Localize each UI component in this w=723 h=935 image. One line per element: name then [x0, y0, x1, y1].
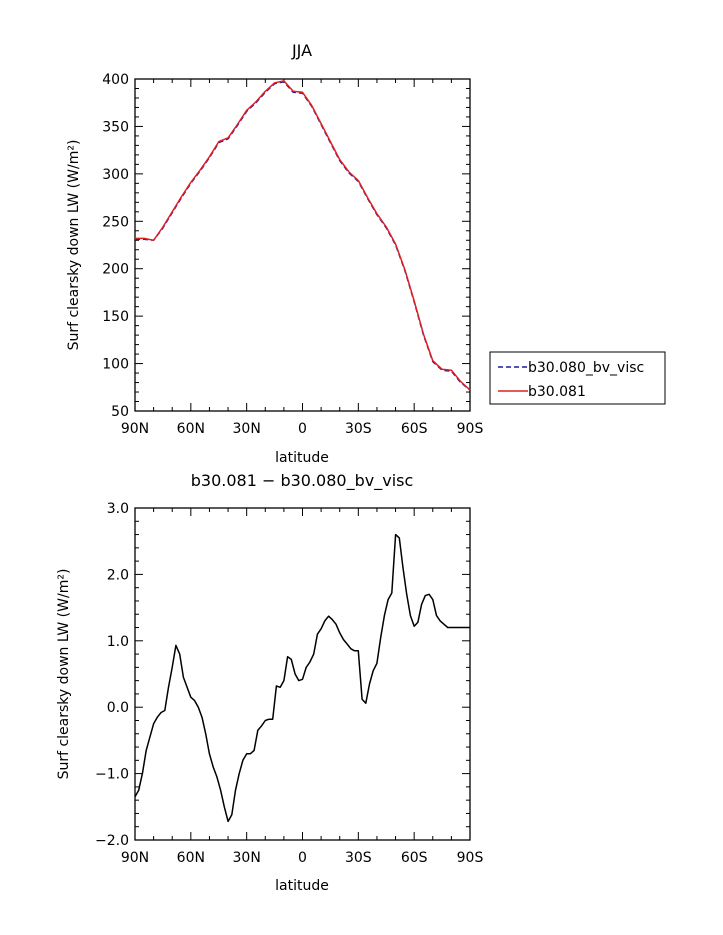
top-y-axis-label: Surf clearsky down LW (W/m²): [66, 140, 82, 351]
top-panel: JJA 90N 60N 30N 0 30S 60S 90S 50 100 150 200 250 300…: [66, 41, 666, 466]
x-tick-label: 60N: [177, 421, 205, 437]
top-series-lines: [135, 80, 471, 391]
y-tick-label: −2.0: [95, 833, 129, 849]
y-tick-label: 400: [102, 72, 129, 88]
y-tick-label: 200: [102, 262, 129, 278]
bottom-chart-title: b30.081 − b30.080_bv_visc: [191, 471, 414, 491]
x-tick-label: 90N: [121, 850, 149, 866]
x-tick-label: 90S: [457, 850, 484, 866]
y-tick-label: 50: [111, 404, 129, 420]
y-tick-label: 1.0: [107, 634, 129, 650]
legend: b30.080_bv_visc b30.081: [489, 351, 666, 405]
x-tick-label: 90N: [121, 421, 149, 437]
bottom-panel: b30.081 − b30.080_bv_visc 90N 60N 30N 0 30S 6…: [56, 471, 483, 894]
top-x-axis-label: latitude: [275, 450, 329, 466]
y-tick-label: 250: [102, 214, 129, 230]
legend-box: [489, 351, 666, 405]
x-tick-label: 30N: [233, 850, 261, 866]
x-tick-label: 30S: [345, 421, 372, 437]
x-tick-label: 0: [298, 850, 307, 866]
x-tick-label: 90S: [457, 421, 484, 437]
y-tick-label: 100: [102, 357, 129, 373]
y-tick-label: 2.0: [107, 567, 129, 583]
x-tick-label: 60S: [401, 421, 428, 437]
top-ticks: 90N 60N 30N 0 30S 60S 90S 50 100 150 200 250 300 350 4…: [102, 72, 483, 437]
series-line-b30-081: [135, 80, 471, 391]
difference-line: [134, 533, 470, 823]
series-line-b30-080-bv-visc: [135, 81, 471, 391]
bottom-series-lines: [134, 533, 470, 823]
x-tick-label: 60N: [177, 850, 205, 866]
x-tick-label: 60S: [401, 850, 428, 866]
bottom-y-axis-label: Surf clearsky down LW (W/m²): [56, 569, 72, 780]
bottom-x-axis-label: latitude: [275, 878, 329, 894]
bottom-plot-frame: [134, 507, 471, 841]
y-tick-label: 150: [102, 309, 129, 325]
y-tick-label: 350: [102, 119, 129, 135]
y-tick-label: 3.0: [107, 501, 129, 517]
y-tick-label: −1.0: [95, 767, 129, 783]
x-tick-label: 30N: [233, 421, 261, 437]
top-chart-title: JJA: [291, 41, 312, 60]
bottom-ticks: 90N 60N 30N 0 30S 60S 90S −2.0 −1.0 0.0 1.0 2.0 3.0: [95, 501, 483, 866]
top-plot-frame: [134, 78, 471, 412]
y-tick-label: 300: [102, 167, 129, 183]
x-tick-label: 0: [298, 421, 307, 437]
y-tick-label: 0.0: [107, 700, 129, 716]
legend-label-b30-080-bv-visc: b30.080_bv_visc: [528, 360, 644, 376]
legend-label-b30-081: b30.081: [528, 384, 586, 400]
x-tick-label: 30S: [345, 850, 372, 866]
